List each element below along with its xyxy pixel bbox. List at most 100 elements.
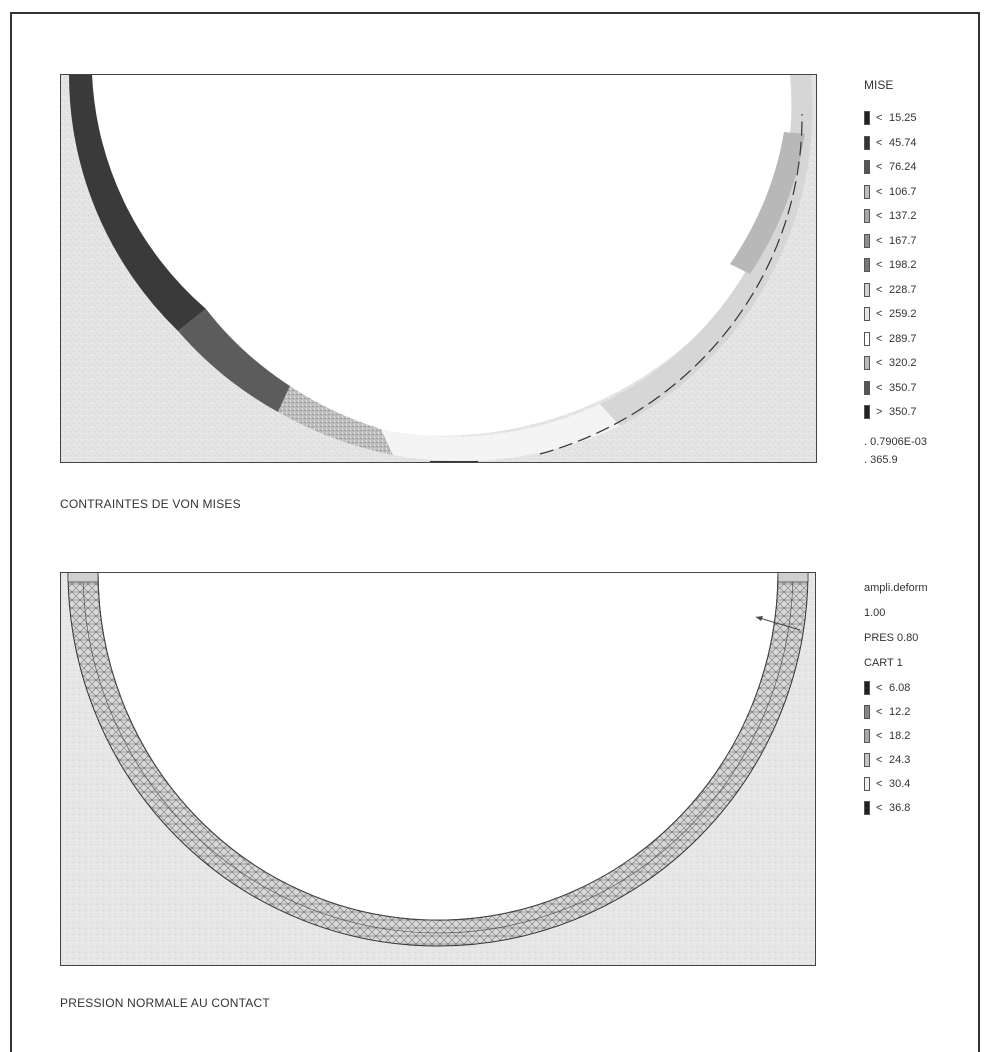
pressure-arrow bbox=[755, 616, 801, 631]
ampli-value: 1.00 bbox=[864, 607, 886, 619]
min-max-values: . 0.7906E-03 . 365.9 bbox=[864, 433, 927, 469]
legend-comparator: < bbox=[876, 161, 883, 174]
legend-row: <289.7 bbox=[864, 327, 927, 352]
ring-inner-edge bbox=[97, 572, 779, 921]
legend-row: <30.4 bbox=[864, 772, 928, 796]
legend-value: 45.74 bbox=[889, 136, 917, 149]
legend-value: 228.7 bbox=[889, 283, 917, 296]
contact-pressure-plot bbox=[60, 572, 846, 972]
legend-title: MISE bbox=[864, 78, 894, 92]
ring-segment-mid bbox=[178, 309, 290, 412]
legend-comparator: > bbox=[876, 406, 883, 419]
ring-segment-light bbox=[278, 386, 393, 455]
document-frame bbox=[10, 12, 980, 1052]
legend-value: 76.24 bbox=[889, 161, 917, 174]
legend-swatch bbox=[864, 356, 870, 371]
legend-row: <167.7 bbox=[864, 229, 927, 254]
cart-label: CART 1 bbox=[864, 657, 903, 669]
legend-row: <18.2 bbox=[864, 724, 928, 748]
legend-value: 30.4 bbox=[889, 778, 911, 790]
legend-swatch bbox=[864, 111, 870, 126]
legend-comparator: < bbox=[876, 234, 883, 247]
legend-swatch bbox=[864, 135, 870, 150]
legend-swatch bbox=[864, 258, 870, 273]
legend-comparator: < bbox=[876, 308, 883, 321]
legend-row: <12.2 bbox=[864, 700, 928, 724]
legend-value: 137.2 bbox=[889, 210, 917, 223]
legend-comparator: < bbox=[876, 112, 883, 125]
legend-swatch bbox=[864, 753, 870, 767]
min-value: . 0.7906E-03 bbox=[864, 435, 927, 448]
von-mises-plot bbox=[60, 74, 846, 474]
legend-row: <228.7 bbox=[864, 278, 927, 303]
ring-segment-right-mid bbox=[730, 132, 805, 274]
legend-row: <76.24 bbox=[864, 155, 927, 180]
legend-comparator: < bbox=[876, 259, 883, 272]
legend-swatch bbox=[864, 209, 870, 224]
legend-comparator: < bbox=[876, 778, 883, 790]
legend-value: 12.2 bbox=[889, 706, 911, 718]
legend-value: 350.7 bbox=[889, 406, 917, 419]
legend-comparator: < bbox=[876, 283, 883, 296]
contact-pressure-caption: PRESSION NORMALE AU CONTACT bbox=[60, 996, 270, 1010]
legend-swatch bbox=[864, 777, 870, 791]
legend-comparator: < bbox=[876, 802, 883, 814]
legend-comparator: < bbox=[876, 730, 883, 742]
max-value: . 365.9 bbox=[864, 453, 898, 466]
legend-swatch bbox=[864, 282, 870, 297]
von-mises-caption: CONTRAINTES DE VON MISES bbox=[60, 497, 241, 511]
legend-swatch bbox=[864, 380, 870, 395]
legend-value: 36.8 bbox=[889, 802, 911, 814]
legend-row: >350.7 bbox=[864, 400, 927, 425]
legend-swatch bbox=[864, 307, 870, 322]
legend-row: <320.2 bbox=[864, 351, 927, 376]
legend-row: <45.74 bbox=[864, 131, 927, 156]
legend-value: 167.7 bbox=[889, 234, 917, 247]
legend-comparator: < bbox=[876, 185, 883, 198]
legend-comparator: < bbox=[876, 136, 883, 149]
legend-value: 320.2 bbox=[889, 357, 917, 370]
ring-mid-line bbox=[82, 572, 794, 934]
legend-comparator: < bbox=[876, 332, 883, 345]
legend-value: 350.7 bbox=[889, 381, 917, 394]
legend-swatch bbox=[864, 405, 870, 420]
legend-value: 289.7 bbox=[889, 332, 917, 345]
legend-value: 106.7 bbox=[889, 185, 917, 198]
legend-row: <259.2 bbox=[864, 302, 927, 327]
legend-value: 18.2 bbox=[889, 730, 911, 742]
contact-line bbox=[539, 113, 803, 455]
legend-value: 259.2 bbox=[889, 308, 917, 321]
legend-swatch bbox=[864, 801, 870, 815]
pres-label: PRES 0.80 bbox=[864, 632, 919, 644]
legend-row: <106.7 bbox=[864, 180, 927, 205]
legend-value: 198.2 bbox=[889, 259, 917, 272]
ring-segment-dark bbox=[68, 74, 206, 331]
legend-swatch bbox=[864, 729, 870, 743]
ampli-label: ampli.deform bbox=[864, 582, 928, 594]
legend-swatch bbox=[864, 331, 870, 346]
legend-value: 6.08 bbox=[889, 682, 911, 694]
legend-comparator: < bbox=[876, 706, 883, 718]
contact-pressure-legend: ampli.deform 1.00 PRES 0.80 CART 1 <6.08… bbox=[864, 576, 928, 820]
legend-comparator: < bbox=[876, 754, 883, 766]
legend-swatch bbox=[864, 233, 870, 248]
ring-segment-right bbox=[600, 74, 813, 426]
legend-swatch bbox=[864, 184, 870, 199]
legend-comparator: < bbox=[876, 210, 883, 223]
legend-swatch bbox=[864, 160, 870, 175]
legend-row: <36.8 bbox=[864, 796, 928, 820]
foundation-region bbox=[60, 572, 816, 966]
legend-value: 24.3 bbox=[889, 754, 911, 766]
legend-swatch bbox=[864, 705, 870, 719]
legend-comparator: < bbox=[876, 381, 883, 394]
legend-row: <6.08 bbox=[864, 676, 928, 700]
legend-value: 15.25 bbox=[889, 112, 917, 125]
legend-row: <350.7 bbox=[864, 376, 927, 401]
legend-comparator: < bbox=[876, 357, 883, 370]
legend-comparator: < bbox=[876, 682, 883, 694]
legend-row: <24.3 bbox=[864, 748, 928, 772]
legend-row: <198.2 bbox=[864, 253, 927, 278]
legend-swatch bbox=[864, 681, 870, 695]
legend-row: <137.2 bbox=[864, 204, 927, 229]
foundation-region bbox=[60, 74, 817, 462]
